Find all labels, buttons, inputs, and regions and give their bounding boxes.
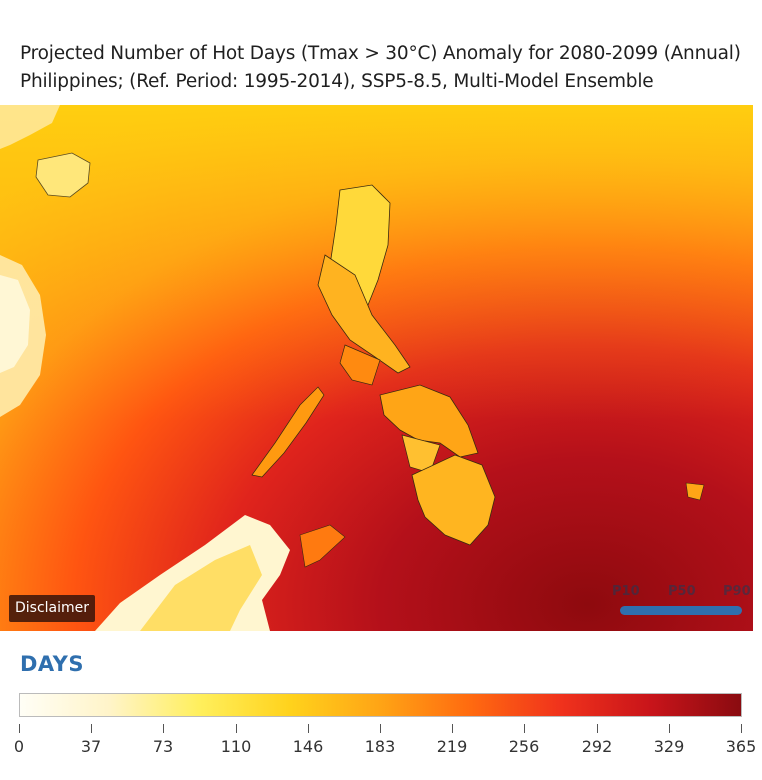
legend-tick-label: 0 [13, 737, 25, 756]
legend-tick-mark [452, 724, 453, 733]
disclaimer-button[interactable]: Disclaimer [9, 595, 96, 622]
mindanao-island [411, 454, 496, 546]
legend-tick-label: 219 [436, 737, 468, 756]
legend-tick-mark [741, 724, 742, 733]
legend-tick-mark [19, 724, 20, 733]
legend-tick-mark [524, 724, 525, 733]
palawan-island [251, 386, 325, 478]
legend-title: DAYS [20, 652, 85, 676]
indochina-land-inner [0, 275, 30, 373]
legend-tick-label: 37 [80, 737, 102, 756]
legend-tick-mark [597, 724, 598, 733]
palau-islands [685, 482, 705, 501]
percentile-slider[interactable] [620, 606, 742, 615]
china-coast-land [0, 105, 60, 149]
legend-tick-label: 365 [725, 737, 757, 756]
legend-tick-label: 146 [292, 737, 324, 756]
percentile-label-p50[interactable]: P50 [668, 584, 696, 599]
percentile-label-p90[interactable]: P90 [723, 584, 751, 599]
luzon-south [317, 254, 411, 374]
borneo-land-inner [140, 545, 262, 631]
legend-tick-mark [163, 724, 164, 733]
legend-tick-mark [236, 724, 237, 733]
percentile-label-p10[interactable]: P10 [612, 584, 640, 599]
map-title: Projected Number of Hot Days (Tmax > 30°… [20, 40, 750, 96]
mindoro-island [339, 344, 381, 386]
legend-tick-label: 73 [152, 737, 174, 756]
legend-tick-mark [380, 724, 381, 733]
legend-color-bar [19, 693, 742, 717]
legend-tick-mark [308, 724, 309, 733]
heat-map-canvas [0, 105, 753, 631]
legend-tick-mark [669, 724, 670, 733]
heat-map[interactable] [0, 105, 753, 631]
legend-tick-label: 292 [581, 737, 613, 756]
legend-tick-label: 256 [508, 737, 540, 756]
legend-tick-label: 329 [653, 737, 685, 756]
hainan-island [35, 152, 91, 198]
legend-tick-mark [91, 724, 92, 733]
legend-tick-label: 183 [364, 737, 396, 756]
title-line-2: Philippines; (Ref. Period: 1995-2014), S… [20, 71, 654, 92]
title-line-1: Projected Number of Hot Days (Tmax > 30°… [20, 43, 741, 64]
legend-tick-label: 110 [220, 737, 252, 756]
sulu-islands [299, 524, 346, 568]
